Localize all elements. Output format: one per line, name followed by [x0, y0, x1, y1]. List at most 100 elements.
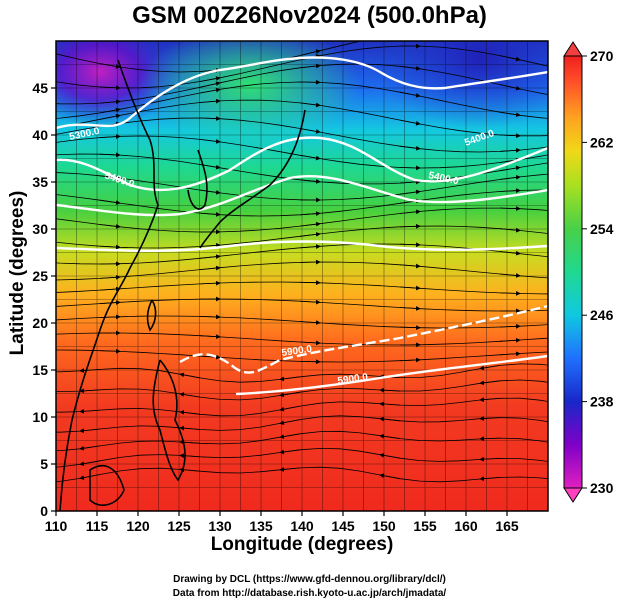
contour-5900-a — [179, 304, 548, 374]
credit-data: Data from http://database.rish.kyoto-u.a… — [172, 588, 447, 599]
flow-arrow — [500, 30, 520, 32]
x-tick-label: 165 — [495, 518, 519, 534]
x-tick-label: 140 — [290, 518, 314, 534]
flow-arrow — [299, 128, 321, 134]
flow-arrow — [399, 306, 421, 311]
coast-korea — [187, 149, 208, 210]
flow-arrow — [179, 392, 201, 398]
flow-arrow — [199, 211, 221, 217]
flow-arrow — [199, 98, 221, 104]
flow-arrow — [499, 206, 521, 211]
y-tick-label: 0 — [40, 503, 48, 519]
y-tick-label: 25 — [32, 268, 48, 284]
flow-arrow — [479, 456, 501, 462]
flow-arrow — [279, 391, 301, 398]
x-tick-label: 150 — [372, 518, 396, 534]
credit-drawing: Drawing by DCL (https://www.gfd-dennou.o… — [173, 574, 446, 585]
flow-arrow — [299, 320, 321, 325]
contour-5300 — [56, 56, 548, 130]
flow-arrow — [79, 460, 101, 467]
x-tick-label: 145 — [331, 518, 355, 534]
streamline — [56, 63, 548, 105]
streamline — [56, 189, 548, 217]
coast-borneo — [89, 465, 125, 506]
x-tick-label: 120 — [126, 518, 150, 534]
flow-arrow — [479, 365, 501, 371]
flow-arrow — [99, 134, 121, 140]
flow-arrow — [499, 250, 521, 256]
colorbar-tick-label: 230 — [590, 480, 614, 496]
y-tick-label: 30 — [32, 221, 48, 237]
flow-arrow — [199, 189, 221, 195]
flow-arrow — [199, 116, 221, 121]
flow-arrow — [279, 467, 301, 472]
flow-arrow — [99, 274, 121, 280]
streamline — [56, 379, 548, 401]
x-tick-label: 125 — [167, 518, 191, 534]
x-axis-label: Longitude (degrees) — [210, 534, 394, 555]
flow-arrow — [99, 300, 121, 305]
contour-5500 — [56, 174, 548, 217]
flow-arrow — [99, 107, 121, 114]
x-tick-label: 155 — [413, 518, 437, 534]
coast-taiwan — [146, 299, 157, 332]
colorbar-tick-label: 238 — [590, 394, 614, 410]
contour-5900-b — [235, 354, 548, 396]
flow-arrow — [79, 428, 101, 434]
streamline — [56, 81, 548, 119]
flow-arrow — [399, 325, 421, 330]
coast-japan — [199, 109, 306, 249]
flow-arrow — [299, 179, 321, 184]
flow-arrow — [499, 337, 521, 343]
colorbar-tick-labels: 230 238 246 254 262 270 — [582, 48, 614, 496]
flow-arrow — [399, 263, 421, 269]
flow-arrow — [199, 87, 221, 94]
flow-arrow — [299, 299, 321, 305]
flow-arrow — [399, 189, 421, 195]
streamline — [56, 349, 548, 363]
flow-arrow — [379, 473, 401, 480]
flow-arrow — [299, 154, 321, 161]
streamline — [56, 172, 548, 201]
flow-arrow — [279, 376, 301, 382]
x-tick-label: 115 — [86, 518, 109, 534]
y-tick-label: 15 — [32, 362, 48, 378]
coast-philippines — [152, 359, 186, 482]
flow-arrow — [399, 145, 421, 151]
flow-arrow — [479, 476, 501, 482]
flow-arrow — [379, 416, 401, 422]
flow-arrow — [379, 387, 401, 393]
contour-label: 5900.0 — [281, 344, 313, 359]
flow-arrow — [499, 84, 521, 91]
streamline — [56, 466, 548, 483]
flow-arrow — [499, 227, 521, 233]
flow-arrow — [399, 209, 421, 215]
flow-arrow — [479, 380, 501, 386]
flow-arrow — [479, 436, 501, 442]
colorbar-tick-label: 262 — [590, 134, 614, 150]
flow-arrow — [179, 409, 201, 415]
x-tick-label: 110 — [45, 518, 68, 534]
flow-arrow — [499, 273, 521, 278]
flow-arrow — [499, 111, 521, 118]
cold-core-east — [370, 41, 548, 128]
streamline — [56, 397, 548, 417]
flow-arrow — [99, 244, 121, 250]
y-tick-label: 45 — [32, 80, 48, 96]
flow-arrow — [99, 199, 121, 205]
flow-arrow — [199, 265, 221, 271]
colorbar-tick-label: 254 — [590, 221, 614, 237]
flow-arrow — [399, 223, 421, 229]
contour-5400 — [56, 136, 548, 192]
flow-arrow — [79, 388, 101, 394]
flow-arrow — [279, 433, 301, 439]
streamline — [56, 430, 548, 452]
flow-arrow — [79, 368, 101, 373]
flow-arrow — [399, 165, 421, 171]
flow-arrow — [279, 449, 301, 455]
flow-arrow — [199, 314, 221, 320]
flow-arrow — [399, 119, 421, 126]
streamline — [56, 315, 548, 329]
colorbar-tick-label: 246 — [590, 307, 614, 323]
flow-arrow — [99, 152, 121, 158]
